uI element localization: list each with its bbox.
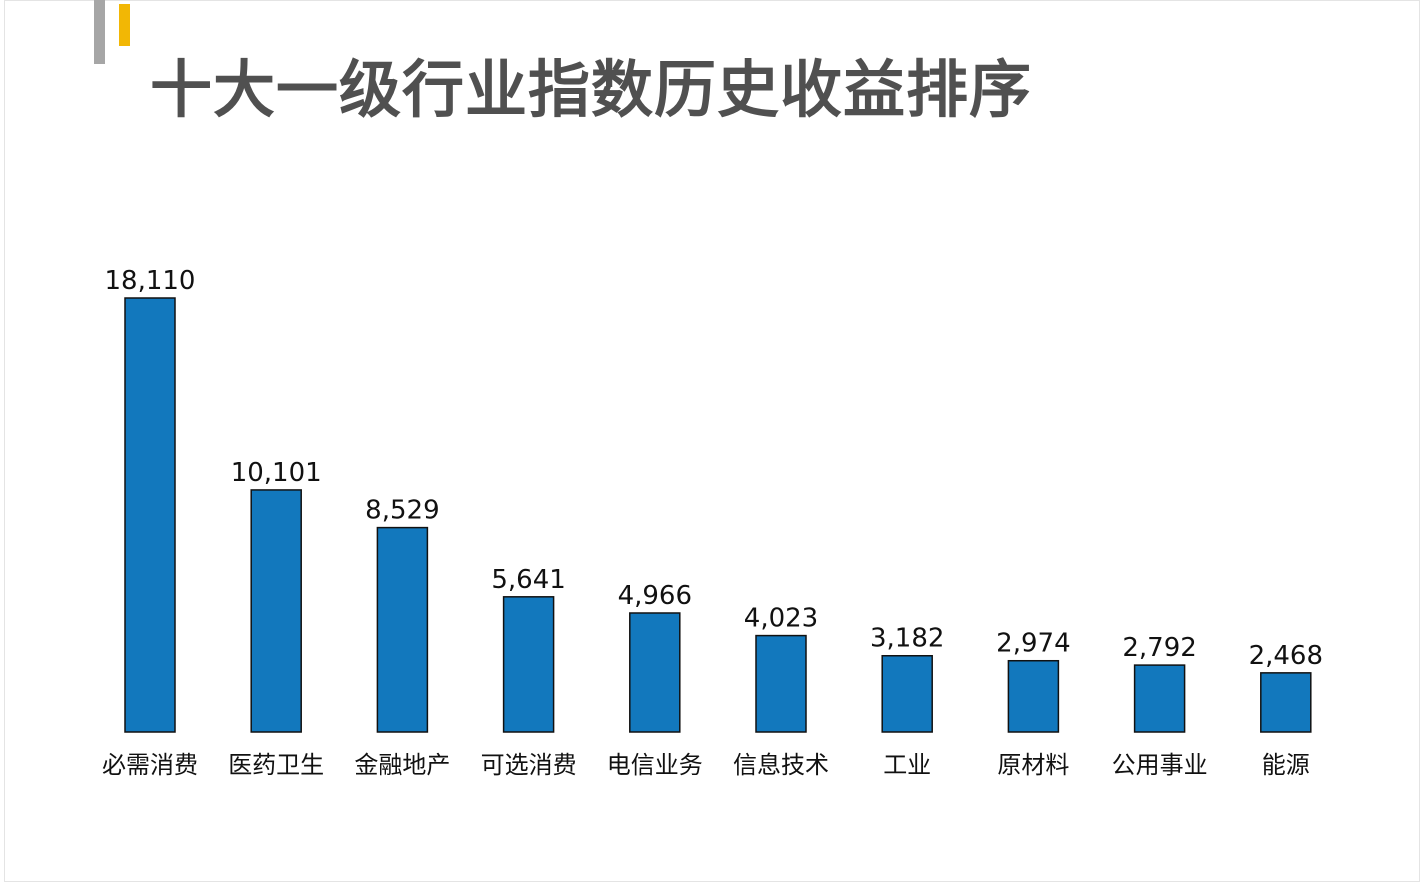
bar <box>755 634 807 733</box>
value-labels-group: 18,110 10,101 8,529 5,641 4,966 4,023 3,182 2,9… <box>105 266 1324 671</box>
category-tick-label: 原材料 <box>997 751 1069 779</box>
bars-group <box>124 297 1312 733</box>
category-tick-label: 金融地产 <box>354 751 450 779</box>
bar-value-label: 3,182 <box>870 624 944 654</box>
bar-value-label: 2,468 <box>1249 641 1323 671</box>
bar <box>1133 664 1186 733</box>
category-tick-label: 可选消费 <box>481 751 577 779</box>
bar <box>124 297 176 733</box>
bar <box>376 526 429 733</box>
bar <box>1007 659 1060 733</box>
category-labels-group: 必需消费 医药卫生 金融地产 可选消费 电信业务 信息技术 工业 原材料 公用事业 能源 <box>102 751 1310 779</box>
category-tick-label: 工业 <box>883 751 931 779</box>
bar <box>250 489 302 733</box>
category-tick-label: 医药卫生 <box>228 751 324 779</box>
bar <box>1260 672 1312 733</box>
bar <box>881 654 933 733</box>
category-tick-label: 必需消费 <box>102 751 198 779</box>
bar-value-label: 4,023 <box>744 604 818 634</box>
category-tick-label: 信息技术 <box>733 751 829 779</box>
bar-value-label: 4,966 <box>618 581 692 611</box>
bar-value-label: 10,101 <box>231 458 322 488</box>
title-accent-gray-bar <box>94 0 105 64</box>
category-tick-label: 能源 <box>1262 751 1310 779</box>
slide-frame <box>4 0 1420 882</box>
title-accent-yellow-bar <box>119 4 130 46</box>
bar-value-label: 2,792 <box>1122 633 1196 663</box>
bar-value-label: 8,529 <box>365 496 439 526</box>
bar-value-label: 2,974 <box>996 629 1070 659</box>
category-tick-label: 电信业务 <box>607 751 703 779</box>
bar-value-label: 18,110 <box>105 266 196 296</box>
bar <box>502 596 555 733</box>
page-title: 十大一级行业指数历史收益排序 <box>150 53 1033 126</box>
category-tick-label: 公用事业 <box>1112 751 1208 779</box>
bar-value-label: 5,641 <box>491 565 565 595</box>
bar <box>629 612 681 733</box>
